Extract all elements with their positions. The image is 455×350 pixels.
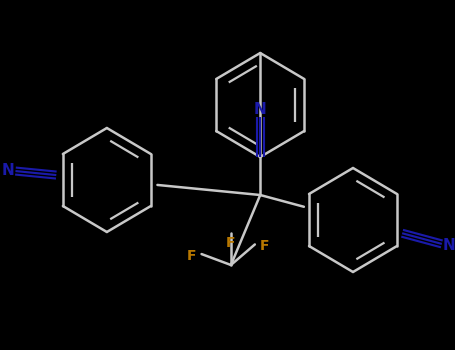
Text: N: N: [1, 163, 14, 178]
Text: N: N: [254, 102, 267, 117]
Text: F: F: [260, 239, 269, 253]
Text: N: N: [443, 238, 455, 253]
Text: F: F: [187, 249, 197, 263]
Text: F: F: [226, 236, 236, 250]
